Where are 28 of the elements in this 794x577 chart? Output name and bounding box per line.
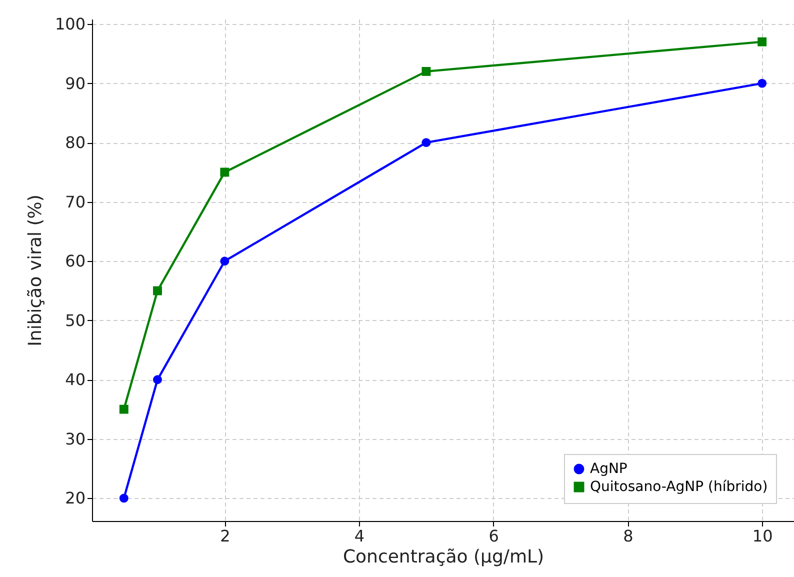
x-tick-label: 10 [752,526,773,546]
point [119,494,128,503]
y-tick-label: 100 [54,14,86,34]
y-tick-label: 20 [65,488,86,508]
point [422,138,431,148]
y-tick-label: 50 [65,310,86,330]
x-tick-label: 2 [220,526,230,546]
point [153,375,162,384]
point [758,37,767,46]
x-tick-label: 8 [623,526,634,546]
y-tick-label: 30 [65,429,86,448]
x-tick-label: 6 [488,526,499,546]
point [153,286,162,296]
y-tick-label: 80 [65,133,86,152]
legend-label: Quitosano-AgNP (híbrido) [590,479,768,495]
legend-label: AgNP [590,461,628,477]
y-tick-label: 60 [65,252,86,271]
y-tick-label: 90 [65,74,86,93]
x-tick-label: 4 [354,526,365,546]
y-axis-title: Inibição viral (%) [24,194,46,346]
point [220,256,230,266]
x-axis-title: Concentração (µg/mL) [342,546,544,568]
y-tick-label: 70 [65,192,86,212]
point [220,168,230,177]
point [758,78,767,88]
point [119,404,128,414]
point [422,66,431,76]
y-tick-label: 40 [65,370,86,390]
